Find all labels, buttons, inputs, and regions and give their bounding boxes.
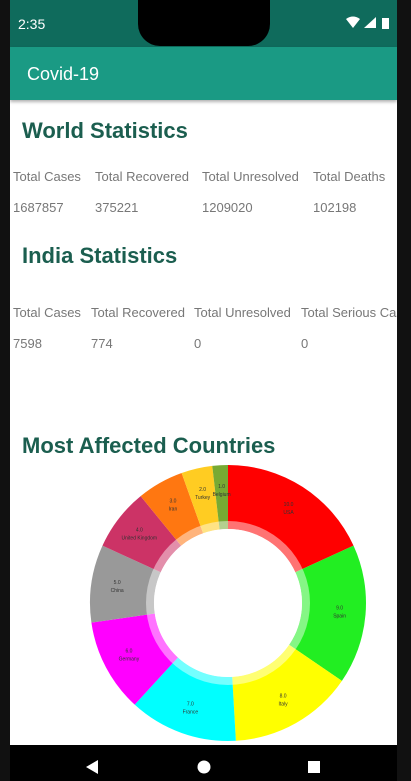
column-header: Total Cases (13, 305, 81, 320)
slice-category-label: United Kingdom (122, 536, 158, 542)
slice-category-label: Iran (169, 506, 178, 512)
chart-title: Most Affected Countries (22, 433, 276, 458)
section-title: India Statistics (22, 243, 178, 268)
slice-category-label: Germany (119, 656, 140, 662)
notch (138, 0, 270, 46)
column-header: Total Unresolved (194, 305, 291, 320)
slice-category-label: Italy (278, 702, 288, 708)
slice-value-label: 8.0 (280, 694, 287, 700)
home-button[interactable] (197, 760, 211, 774)
cell-value: 0 (301, 336, 309, 351)
slice-category-label: France (183, 709, 199, 715)
slice-value-label: 3.0 (169, 498, 176, 504)
slice-value-label: 6.0 (125, 648, 132, 654)
slice-value-label: 10.0 (284, 502, 294, 508)
back-button[interactable] (86, 760, 98, 774)
column-header: Total Serious Cases (301, 305, 397, 320)
cell-value: 1687857 (13, 200, 64, 215)
slice-value-label: 7.0 (187, 701, 194, 707)
donut-hole (154, 529, 302, 677)
nav-buttons (86, 760, 320, 774)
column-header: Total Cases (13, 169, 81, 184)
donut-slice (89, 545, 161, 623)
column-header: Total Recovered (95, 169, 189, 184)
slice-value-label: 1.0 (218, 484, 225, 490)
column-header: Total Unresolved (202, 169, 299, 184)
nav-bar (10, 745, 397, 781)
column-header: Total Recovered (91, 305, 185, 320)
donut-slice (181, 465, 220, 534)
donut-slice (134, 657, 236, 741)
slice-value-label: 9.0 (336, 606, 343, 612)
donut-slice (289, 545, 366, 681)
slice-category-label: China (111, 588, 124, 594)
cell-value: 375221 (95, 200, 139, 215)
slice-value-label: 5.0 (114, 580, 121, 586)
cell-value: 774 (91, 336, 113, 351)
slice-category-label: Belgium (213, 492, 231, 498)
slice-category-label: Spain (333, 614, 346, 620)
recents-button[interactable] (308, 761, 320, 773)
cell-value: 7598 (13, 336, 42, 351)
slice-value-label: 2.0 (199, 487, 206, 493)
chart: 10.0 USA 9.0 Spain 8.0 Italy 7.0 France 6.0 Germa… (89, 465, 366, 741)
cell-value: 1209020 (202, 200, 253, 215)
time: 2:35 (18, 16, 46, 32)
donut-slice (212, 465, 228, 530)
slice-category-label: Turkey (195, 495, 211, 501)
cell-value: 102198 (313, 200, 357, 215)
donut-slice (102, 496, 182, 573)
status-bar: 2:35 (10, 0, 397, 47)
donut-slice (228, 465, 354, 573)
slice-category-label: USA (283, 510, 294, 516)
app-title: Covid-19 (27, 64, 100, 84)
status-icons (346, 16, 389, 29)
cell-value: 0 (194, 336, 202, 351)
section-title: World Statistics (22, 118, 188, 143)
app-bar: Covid-19 (10, 47, 397, 100)
donut-slice (91, 613, 178, 705)
slice-value-label: 4.0 (136, 528, 143, 534)
donut-slice (140, 473, 204, 546)
donut-slice (232, 644, 342, 741)
column-header: Total Deaths (313, 169, 386, 184)
screen: 2:35 Covid-19 World Statistics Total Cas… (10, 0, 397, 781)
